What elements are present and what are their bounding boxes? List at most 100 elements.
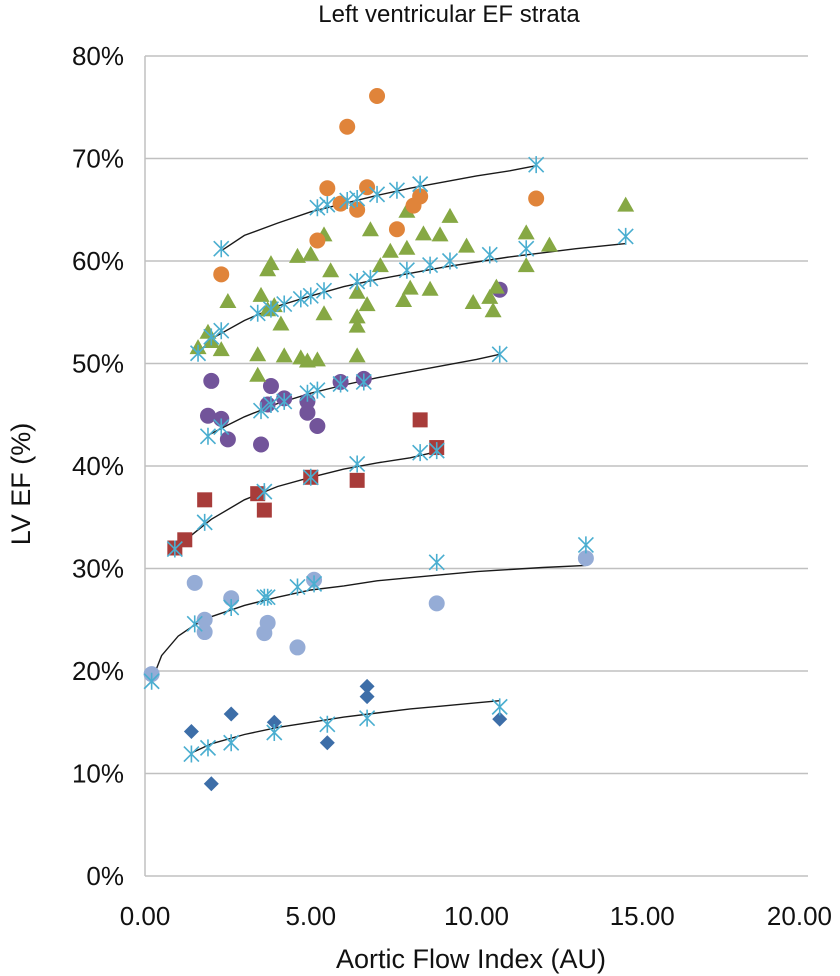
axes: [144, 56, 808, 877]
data-point-circle: [309, 232, 326, 249]
data-point-square: [197, 492, 213, 508]
data-point-asterisk: [362, 269, 379, 287]
data-point-asterisk: [355, 373, 372, 391]
y-tick-label: 40%: [72, 451, 124, 481]
data-point-asterisk: [491, 698, 508, 716]
data-point-square: [412, 412, 428, 428]
data-point-asterisk: [412, 175, 429, 193]
data-point-triangle: [401, 279, 419, 295]
data-point-triangle: [262, 255, 280, 271]
data-point-circle: [428, 595, 445, 612]
data-point-square: [256, 502, 272, 518]
data-point-circle: [309, 418, 326, 435]
data-point-asterisk: [262, 300, 280, 318]
data-point-asterisk: [428, 553, 445, 571]
data-point-circle: [253, 436, 270, 453]
data-point-triangle: [458, 237, 476, 253]
data-point-asterisk: [186, 615, 203, 633]
data-point-square: [349, 472, 365, 488]
data-point-asterisk: [252, 402, 270, 420]
data-point-circle: [299, 404, 316, 421]
y-tick-label: 10%: [72, 759, 124, 789]
data-point-triangle: [361, 221, 379, 237]
data-point-asterisk: [262, 396, 280, 413]
data-point-asterisk: [422, 256, 439, 274]
data-point-circle: [219, 431, 236, 448]
data-point-circle: [289, 639, 306, 656]
data-point-triangle: [308, 351, 326, 367]
data-point-asterisk: [292, 290, 309, 308]
data-point-triangle: [272, 315, 290, 331]
data-point-circle: [388, 221, 405, 238]
data-point-asterisk: [368, 185, 386, 203]
data-point-asterisk: [305, 575, 323, 593]
trendline: [174, 451, 437, 550]
data-point-asterisk: [213, 322, 230, 340]
y-tick-label: 0%: [86, 861, 124, 891]
data-point-asterisk: [223, 734, 240, 752]
data-point-asterisk: [412, 444, 429, 462]
data-point-triangle: [302, 245, 320, 261]
data-point-triangle: [371, 257, 389, 273]
data-point-circle: [196, 611, 213, 628]
y-tick-label: 70%: [72, 144, 124, 174]
data-point-triangle: [348, 317, 366, 333]
x-tick-label: 15.00: [610, 901, 675, 931]
data-point-triangle: [540, 236, 558, 252]
data-point-circle: [412, 188, 429, 205]
data-point-triangle: [484, 302, 502, 318]
data-point-triangle: [487, 278, 505, 294]
data-point-triangle: [431, 226, 449, 242]
data-point-asterisk: [339, 192, 356, 210]
data-point-asterisk: [256, 588, 273, 606]
data-point-asterisk: [259, 588, 276, 606]
data-point-diamond: [359, 689, 375, 705]
data-point-asterisk: [349, 189, 366, 207]
data-point-triangle: [259, 301, 277, 317]
data-point-triangle: [315, 305, 333, 321]
data-point-triangle: [275, 347, 293, 363]
gridlines: [145, 55, 808, 775]
data-point-asterisk: [213, 240, 230, 258]
chart-title: Left ventricular EF strata: [318, 1, 580, 28]
trendline: [191, 700, 500, 754]
data-point-circle: [199, 407, 216, 424]
data-point-diamond: [319, 735, 335, 751]
data-point-triangle: [617, 196, 635, 212]
data-point-triangle: [288, 247, 306, 263]
data-point-asterisk: [302, 468, 319, 486]
data-point-diamond: [183, 723, 199, 739]
data-point-asterisk: [398, 261, 415, 279]
data-point-asterisk: [518, 240, 535, 258]
data-point-triangle: [395, 291, 413, 307]
data-point-asterisk: [266, 724, 283, 741]
trendline: [150, 564, 586, 682]
data-point-asterisk: [256, 483, 273, 501]
trendline: [197, 242, 626, 354]
data-point-asterisk: [315, 282, 333, 300]
data-point-asterisk: [223, 598, 240, 616]
trendline: [220, 165, 537, 252]
data-point-circle: [319, 180, 336, 197]
data-point-triangle: [199, 323, 217, 339]
x-tick-label: 5.00: [285, 901, 336, 931]
data-point-asterisk: [203, 328, 220, 346]
data-point-triangle: [249, 346, 267, 362]
data-point-diamond: [203, 776, 219, 792]
data-point-triangle: [348, 347, 366, 363]
data-point-asterisk: [528, 156, 545, 174]
data-points: [143, 87, 635, 792]
y-tick-label: 60%: [72, 246, 124, 276]
data-point-triangle: [348, 308, 366, 324]
data-point-circle: [369, 87, 386, 104]
data-point-triangle: [252, 286, 270, 302]
data-point-asterisk: [199, 427, 217, 445]
data-point-circle: [359, 179, 376, 196]
data-point-circle: [262, 378, 279, 395]
data-point-asterisk: [577, 536, 594, 554]
data-point-circle: [259, 614, 276, 631]
data-point-asterisk: [189, 344, 207, 362]
data-point-triangle: [219, 293, 237, 308]
